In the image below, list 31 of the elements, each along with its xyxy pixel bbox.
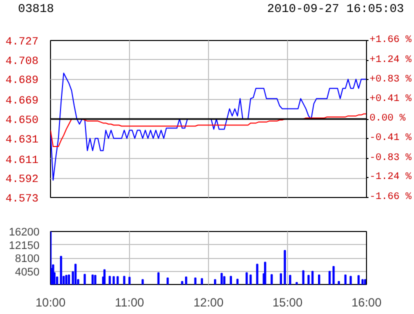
y-tick-label: 4.669 [5,96,39,108]
y-tick-label: 4.573 [5,194,39,206]
x-tick-label: 16:00 [351,296,382,310]
y-tick-label: 12150 [8,240,40,252]
y-tick-label: 8100 [15,253,40,265]
y-tick-label: 4.611 [5,154,39,167]
chart-title: 03818 [18,1,54,18]
y-tick-label: 16200 [8,226,40,238]
y2-tick-label: -0.83 % [370,152,412,164]
x-tick-label: 11:00 [114,296,144,310]
line-series [50,113,366,148]
y2-tick-label: +0.41 % [370,94,412,106]
x-tick-label: 12:00 [193,296,224,310]
y-tick-label: 4050 [15,266,40,278]
y2-tick-label: -1.24 % [370,172,412,184]
y2-tick-label: -1.66 % [370,192,412,203]
y2-tick-label: -0.41 % [370,132,412,144]
y-tick-label: 4.689 [5,75,39,88]
y-tick-label: 4.631 [5,134,39,146]
y2-tick-label: +1.24 % [370,54,412,66]
line-series [50,72,366,181]
y-tick-label: 4.650 [5,115,39,127]
y-tick-label: 4.727 [5,36,39,48]
chart-subtitle: 2010-09-27 16:05:03 [267,1,404,18]
y-tick-label: 4.708 [5,56,39,68]
y2-tick-label: 0.00 % [370,114,406,124]
x-tick-label: 15:00 [272,296,303,310]
y2-tick-label: +1.66 % [370,35,412,46]
y-tick-label: 4.592 [5,174,39,186]
y2-tick-label: +0.83 % [370,74,412,86]
x-tick-label: 10:00 [35,296,66,310]
